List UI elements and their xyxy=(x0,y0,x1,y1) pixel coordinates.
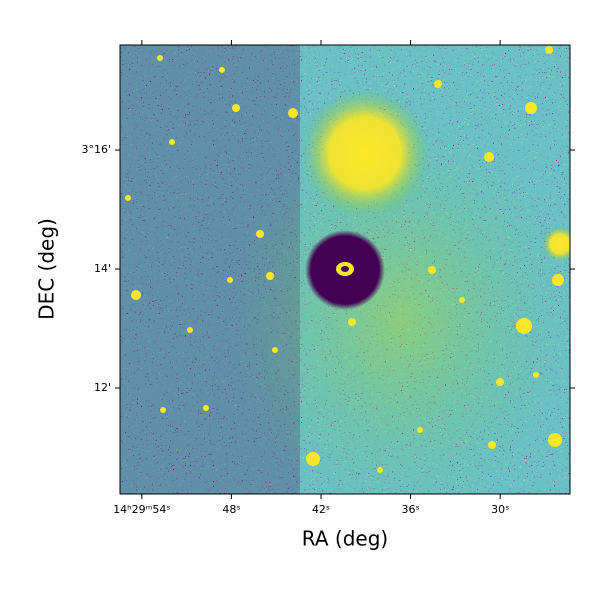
x-tick-label: 42ˢ xyxy=(312,503,330,516)
y-tick-label: 14' xyxy=(94,262,111,275)
sky-image xyxy=(120,45,570,494)
y-axis-label: DEC (deg) xyxy=(35,218,59,320)
x-tick-label: 48ˢ xyxy=(222,503,240,516)
y-tick-label: 3°16' xyxy=(81,143,111,156)
x-tick-label: 36ˢ xyxy=(402,503,420,516)
x-tick-label: 14ʰ29ᵐ54ˢ xyxy=(113,503,170,516)
x-tick-label: 30ˢ xyxy=(491,503,509,516)
y-tick-label: 12' xyxy=(94,381,111,394)
x-axis-label: RA (deg) xyxy=(302,527,388,551)
